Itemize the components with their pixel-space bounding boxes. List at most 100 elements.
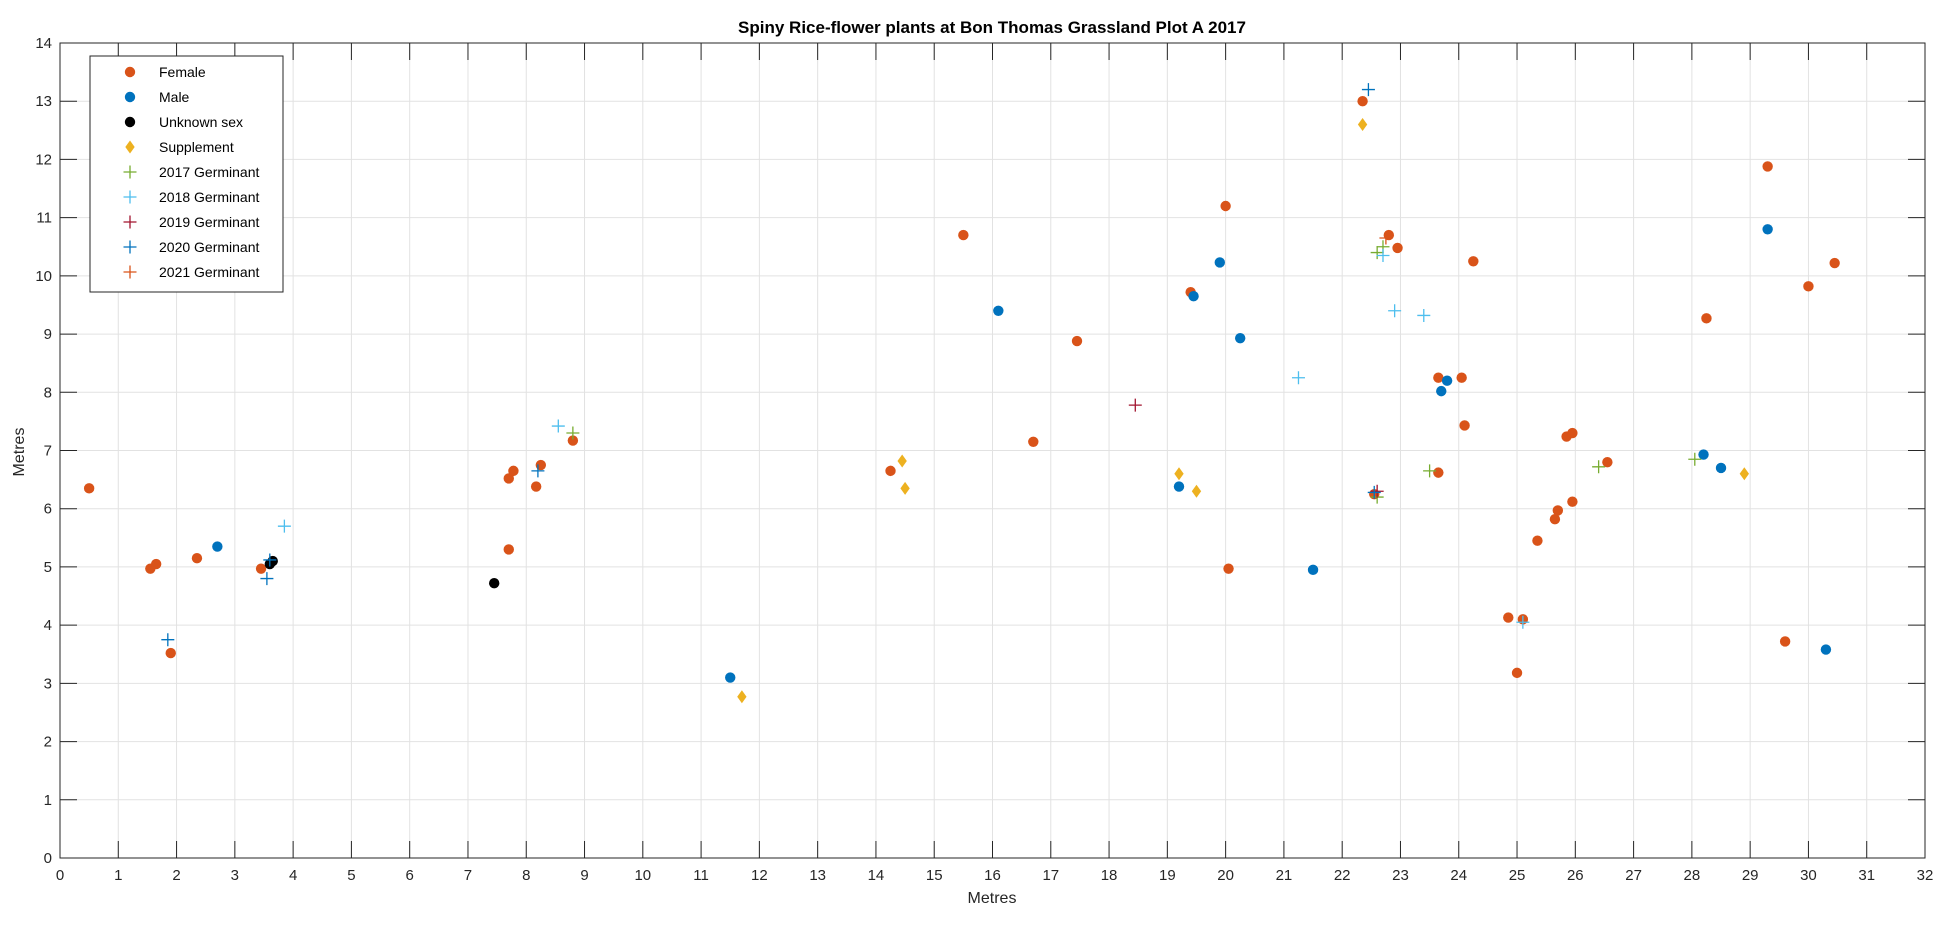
data-point xyxy=(566,426,580,440)
x-tick-label: 24 xyxy=(1450,867,1467,884)
legend-label: Male xyxy=(159,89,190,105)
legend-label: 2017 Germinant xyxy=(159,164,260,180)
legend-entry: Supplement xyxy=(125,139,234,155)
data-point xyxy=(567,435,579,446)
data-point xyxy=(1433,372,1444,383)
data-point xyxy=(503,544,514,555)
x-tick-label: 20 xyxy=(1217,867,1234,884)
data-point xyxy=(1223,563,1234,574)
x-tick-label: 17 xyxy=(1042,867,1059,884)
y-tick-label: 11 xyxy=(36,210,52,227)
data-point xyxy=(1214,257,1225,268)
grid-lines xyxy=(59,42,1926,859)
data-point xyxy=(1715,462,1727,474)
data-point xyxy=(1592,460,1606,474)
data-point xyxy=(1361,83,1375,97)
data-point xyxy=(993,305,1004,316)
data-point xyxy=(551,419,565,433)
data-point xyxy=(1370,246,1384,260)
series-male xyxy=(212,224,1832,683)
data-point xyxy=(900,481,910,495)
x-tick-label: 14 xyxy=(868,867,885,884)
x-tick-label: 7 xyxy=(464,867,472,884)
y-tick-label: 10 xyxy=(35,268,52,285)
data-point xyxy=(1829,257,1840,269)
x-tick-label: 22 xyxy=(1334,867,1351,884)
data-point xyxy=(1701,313,1712,324)
data-point xyxy=(1388,304,1402,318)
data-point xyxy=(260,572,274,586)
data-point xyxy=(1567,496,1578,507)
x-tick-label: 23 xyxy=(1392,867,1409,884)
data-point xyxy=(1357,118,1368,131)
data-point xyxy=(1602,456,1613,468)
x-tick-label: 18 xyxy=(1101,867,1118,884)
x-tick-label: 15 xyxy=(926,867,943,884)
legend-marker xyxy=(124,116,136,128)
y-tick-label: 6 xyxy=(44,501,52,518)
data-point xyxy=(1174,467,1184,481)
data-point xyxy=(1459,420,1470,431)
legend-entry: 2017 Germinant xyxy=(123,164,260,180)
data-point xyxy=(1234,332,1246,344)
legend-marker xyxy=(123,215,137,229)
data-point xyxy=(1567,427,1578,439)
data-point xyxy=(958,229,969,241)
data-point xyxy=(1762,224,1773,235)
data-point xyxy=(1803,281,1814,292)
y-tick-label: 4 xyxy=(44,617,52,634)
legend-entry: 2020 Germinant xyxy=(123,239,260,255)
legend-label: Supplement xyxy=(159,139,234,155)
legend-label: Unknown sex xyxy=(159,114,243,130)
data-point xyxy=(1188,291,1199,302)
data-point xyxy=(1688,452,1702,466)
data-point xyxy=(1468,256,1479,267)
x-tick-label: 1 xyxy=(114,867,122,884)
data-point xyxy=(263,553,277,567)
data-point xyxy=(165,647,176,659)
legend-marker xyxy=(123,240,137,254)
series-2017-germinant xyxy=(566,240,1702,504)
data-point xyxy=(1762,161,1773,172)
x-tick-label: 25 xyxy=(1509,867,1526,884)
legend: Female Male Unknown sex Supplement 2017 Germ… xyxy=(89,55,284,293)
x-tick-label: 6 xyxy=(406,867,414,884)
data-point xyxy=(737,690,747,704)
data-point xyxy=(531,464,545,478)
data-point xyxy=(150,558,162,570)
x-tick-label: 27 xyxy=(1625,867,1642,884)
data-point xyxy=(535,459,547,471)
x-axis-label: Metres xyxy=(968,890,1017,907)
data-point xyxy=(1383,229,1395,241)
data-point xyxy=(1376,248,1390,262)
legend-marker xyxy=(125,140,135,154)
y-tick-label: 2 xyxy=(44,734,52,751)
legend-marker xyxy=(124,66,136,78)
legend-entry: Male xyxy=(124,89,190,105)
x-tick-label: 10 xyxy=(634,867,651,884)
legend-entry: 2021 Germinant xyxy=(123,264,260,280)
data-point xyxy=(1698,449,1709,460)
series-2019-germinant xyxy=(1128,398,1384,498)
y-tick-label: 5 xyxy=(44,559,52,576)
data-point xyxy=(885,465,896,477)
data-point xyxy=(1503,612,1514,623)
series-2021-germinant xyxy=(1379,231,1393,245)
data-point xyxy=(1516,615,1530,629)
series-supplement xyxy=(737,118,1750,704)
x-tick-label: 12 xyxy=(751,867,768,884)
data-point xyxy=(1532,535,1543,546)
data-point xyxy=(1307,564,1319,576)
data-point xyxy=(1173,481,1185,492)
legend-entry: Female xyxy=(124,64,206,80)
y-tick-label: 8 xyxy=(44,384,52,401)
data-point xyxy=(1291,371,1305,385)
data-point xyxy=(530,481,542,492)
x-tick-label: 30 xyxy=(1800,867,1817,884)
data-point xyxy=(1456,372,1467,383)
data-point xyxy=(1028,436,1039,447)
x-tick-label: 3 xyxy=(231,867,239,884)
x-tick-label: 5 xyxy=(347,867,355,884)
y-tick-label: 9 xyxy=(44,326,52,343)
